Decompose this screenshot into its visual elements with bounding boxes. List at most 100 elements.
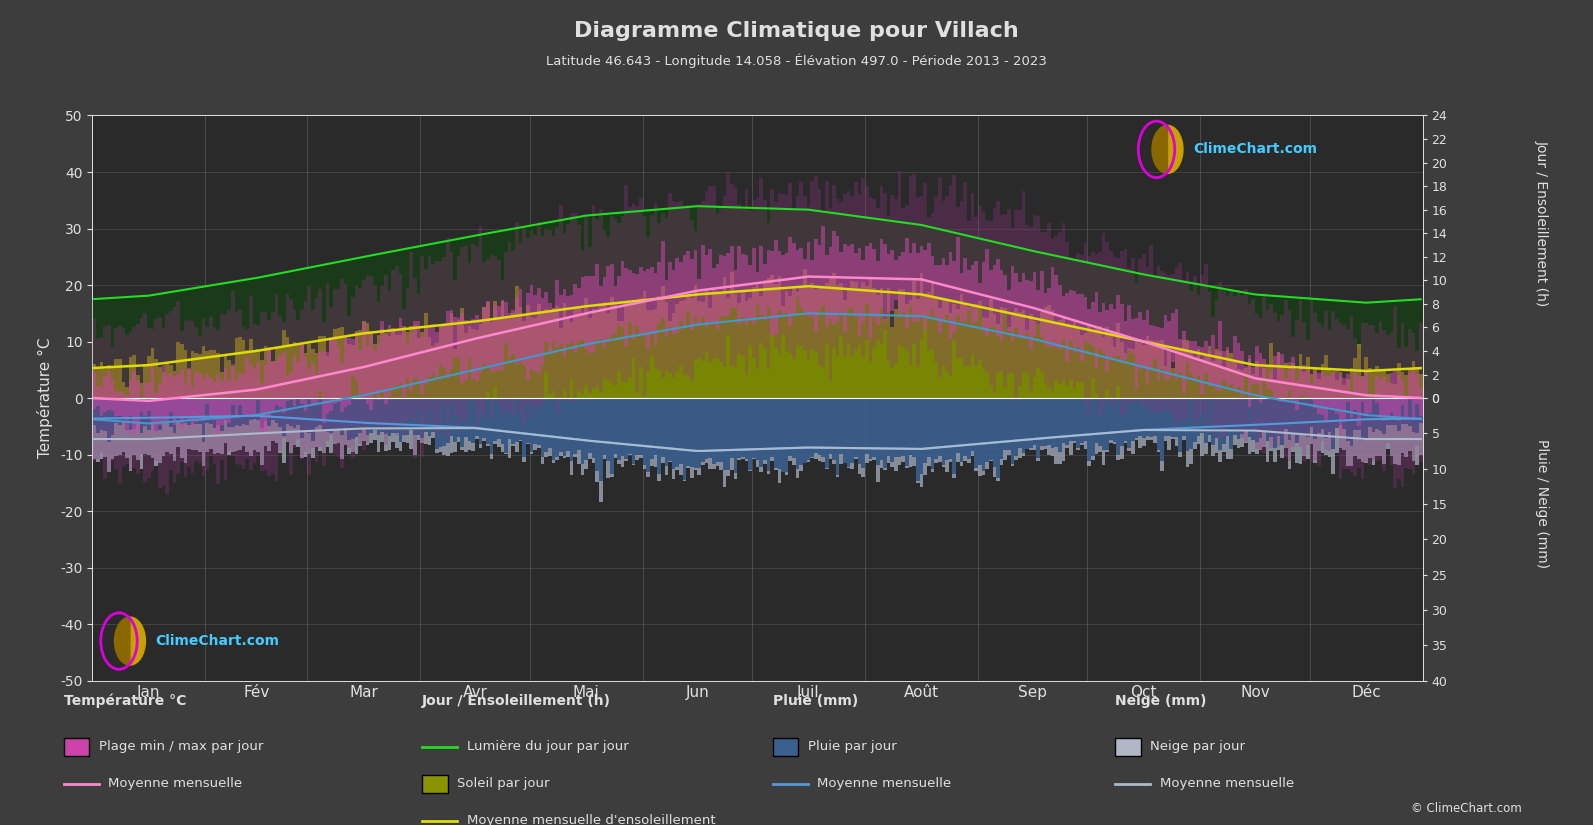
Bar: [744, 301, 749, 398]
Bar: [392, 398, 395, 433]
Bar: [452, 349, 457, 398]
Bar: [432, 346, 435, 398]
Bar: [202, 442, 205, 466]
Bar: [1211, 446, 1215, 456]
Bar: [1332, 373, 1335, 410]
Bar: [1164, 436, 1168, 441]
Bar: [1179, 349, 1182, 398]
Bar: [483, 262, 486, 417]
Bar: [562, 233, 566, 389]
Bar: [387, 336, 392, 398]
Bar: [1270, 436, 1273, 450]
Bar: [832, 398, 836, 460]
Bar: [1408, 373, 1411, 398]
Bar: [140, 383, 143, 398]
Bar: [256, 349, 260, 398]
Bar: [409, 252, 413, 419]
Bar: [607, 314, 610, 398]
Bar: [104, 327, 107, 479]
Bar: [1058, 398, 1063, 452]
Bar: [902, 208, 905, 346]
Bar: [1349, 392, 1354, 418]
Bar: [406, 435, 409, 443]
Bar: [202, 398, 205, 442]
Bar: [333, 262, 336, 398]
Bar: [413, 436, 417, 455]
Bar: [667, 461, 672, 463]
Bar: [1335, 380, 1338, 398]
Bar: [636, 301, 639, 398]
Bar: [143, 313, 147, 482]
Bar: [607, 214, 610, 398]
Bar: [1196, 348, 1200, 398]
Bar: [1262, 293, 1266, 453]
Bar: [1051, 267, 1055, 347]
Bar: [435, 450, 438, 453]
Bar: [857, 248, 862, 336]
Bar: [1419, 423, 1423, 455]
Bar: [1179, 262, 1182, 419]
Bar: [1215, 351, 1219, 389]
Bar: [1284, 429, 1287, 448]
Bar: [1244, 293, 1247, 398]
Bar: [650, 267, 653, 334]
Text: Température °C: Température °C: [64, 694, 186, 709]
Bar: [242, 424, 245, 446]
Bar: [282, 329, 285, 398]
Bar: [1281, 315, 1284, 438]
Bar: [494, 304, 497, 371]
Bar: [1380, 398, 1383, 431]
Bar: [110, 398, 115, 435]
Bar: [796, 250, 800, 298]
Bar: [1145, 275, 1149, 398]
Bar: [296, 320, 299, 439]
Bar: [865, 218, 868, 398]
Bar: [1077, 261, 1080, 398]
Bar: [1306, 370, 1309, 399]
Bar: [981, 239, 984, 398]
Bar: [158, 367, 161, 398]
Bar: [1389, 383, 1394, 398]
Bar: [647, 210, 650, 398]
Bar: [1219, 322, 1222, 391]
Bar: [1346, 379, 1349, 398]
Bar: [1134, 340, 1139, 398]
Bar: [760, 467, 763, 472]
Bar: [205, 328, 209, 470]
Bar: [1094, 254, 1098, 394]
Bar: [457, 256, 460, 427]
Bar: [573, 309, 577, 398]
Bar: [526, 398, 530, 443]
Bar: [234, 398, 239, 425]
Bar: [621, 216, 624, 382]
Text: Lumière du jour par jour: Lumière du jour par jour: [467, 740, 629, 753]
Bar: [155, 431, 158, 466]
Bar: [472, 319, 475, 380]
Bar: [789, 237, 792, 327]
Bar: [1026, 250, 1029, 398]
Bar: [1109, 304, 1114, 359]
Bar: [1321, 327, 1324, 441]
Bar: [96, 367, 100, 398]
Bar: [132, 398, 135, 429]
Bar: [967, 460, 970, 463]
Bar: [115, 422, 118, 456]
Bar: [110, 347, 115, 461]
Bar: [304, 301, 307, 452]
Bar: [1215, 288, 1219, 398]
Bar: [556, 221, 559, 398]
Bar: [1010, 246, 1015, 398]
Bar: [701, 206, 704, 398]
Bar: [1266, 365, 1270, 398]
Bar: [1032, 446, 1037, 450]
Bar: [832, 186, 836, 348]
Bar: [755, 285, 760, 398]
Bar: [755, 272, 760, 304]
Bar: [661, 241, 664, 318]
Bar: [1386, 301, 1389, 398]
Bar: [715, 398, 718, 462]
Bar: [1120, 342, 1123, 398]
Bar: [887, 455, 890, 464]
Bar: [417, 398, 421, 436]
Bar: [336, 346, 341, 402]
